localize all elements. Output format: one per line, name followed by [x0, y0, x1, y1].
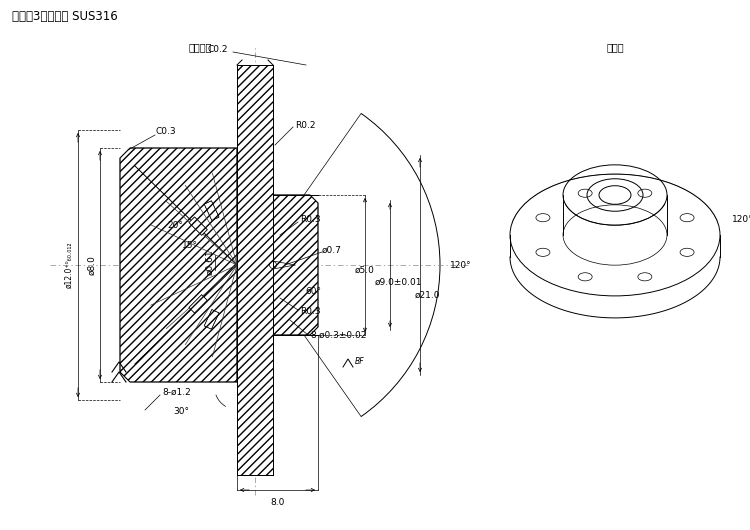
Text: ø12.0⁺⁰₆₀.₀₁₂: ø12.0⁺⁰₆₀.₀₁₂	[65, 242, 74, 288]
Text: C0.3: C0.3	[155, 128, 176, 137]
Text: 60°: 60°	[305, 287, 321, 296]
Text: 30°: 30°	[173, 408, 189, 417]
Text: R0.3: R0.3	[300, 216, 321, 225]
Text: 15°: 15°	[182, 241, 198, 250]
Text: ø0.7: ø0.7	[322, 245, 342, 254]
Text: 8-ø1.2: 8-ø1.2	[162, 387, 190, 396]
Text: 8-ø0.3±0.02: 8-ø0.3±0.02	[310, 331, 366, 340]
Polygon shape	[120, 148, 237, 382]
Polygon shape	[204, 310, 219, 329]
Text: BF: BF	[355, 358, 364, 367]
Text: 製品例3　　材質 SUS316: 製品例3 材質 SUS316	[12, 10, 118, 23]
Text: ø21.0: ø21.0	[415, 290, 440, 299]
Text: 8.0: 8.0	[270, 498, 285, 507]
Text: ø8.0: ø8.0	[87, 255, 96, 275]
Polygon shape	[189, 217, 207, 235]
Polygon shape	[237, 65, 273, 475]
Text: 縦断面図: 縦断面図	[188, 42, 211, 52]
Text: 20°: 20°	[167, 220, 183, 229]
Polygon shape	[189, 295, 207, 313]
Text: 斜視図: 斜視図	[606, 42, 624, 52]
Text: R0.2: R0.2	[295, 120, 316, 129]
Text: ø9.0±0.01: ø9.0±0.01	[375, 278, 422, 287]
Text: ø5.0: ø5.0	[355, 266, 375, 275]
Polygon shape	[273, 195, 318, 335]
Text: 120°: 120°	[732, 216, 750, 225]
Text: R0.3: R0.3	[300, 307, 321, 316]
Text: 120°: 120°	[450, 261, 472, 269]
Text: ø0.61: ø0.61	[206, 249, 214, 275]
Text: C0.2: C0.2	[208, 46, 228, 55]
Polygon shape	[204, 201, 219, 220]
